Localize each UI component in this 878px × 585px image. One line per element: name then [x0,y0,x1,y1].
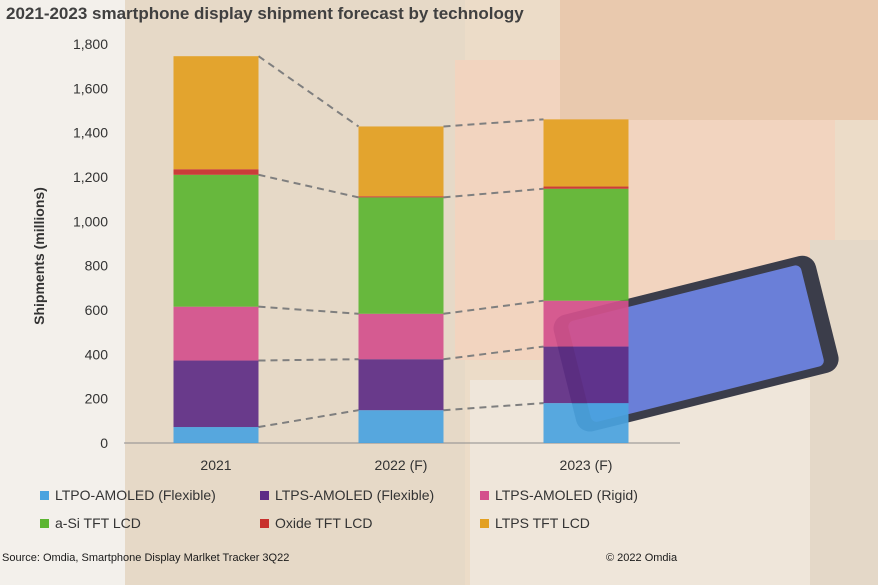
legend-label: a-Si TFT LCD [55,515,141,531]
legend-label: Oxide TFT LCD [275,515,373,531]
bar-segment [173,169,259,175]
connector-line [443,118,544,128]
legend-swatch [40,490,49,500]
connector-line [258,305,359,315]
x-tick-label: 2021 [200,457,231,473]
bar-segment [358,196,444,198]
y-tick-label: 1,000 [73,213,108,229]
bar-segment [173,427,259,443]
bar-segment [358,313,444,360]
bar-segment [543,300,629,347]
legend-item: LTPS-AMOLED (Flexible) [260,487,480,503]
legend-swatch [260,490,269,500]
connector-line [443,187,544,199]
y-tick-label: 1,200 [73,169,108,185]
x-tick-label: 2023 (F) [560,457,613,473]
y-tick-label: 600 [85,302,109,318]
legend-item: LTPO-AMOLED (Flexible) [40,487,260,503]
connector-line [443,402,544,412]
connector-line [443,299,544,315]
bar-segment [358,410,444,443]
connector-line [257,55,360,128]
x-tick-label: 2022 (F) [375,457,428,473]
bar-segment [543,403,629,443]
legend-label: LTPS TFT LCD [495,515,590,531]
source-note: Source: Omdia, Smartphone Display Marlke… [2,552,290,564]
bar-segment [173,174,259,307]
y-tick-label: 1,600 [73,80,108,96]
legend-swatch [40,518,49,528]
legend-item: a-Si TFT LCD [40,515,260,531]
legend-item: Oxide TFT LCD [260,515,480,531]
legend-swatch [480,490,489,500]
bar-segment [173,306,259,361]
bar-segment [358,359,444,411]
bar-segment [358,197,444,314]
bar-segment [543,186,629,189]
legend-item: LTPS TFT LCD [480,515,680,531]
legend-item: LTPS-AMOLED (Rigid) [480,487,680,503]
y-tick-label: 1,800 [73,36,108,52]
y-tick-label: 400 [85,346,109,362]
y-tick-label: 800 [85,258,109,274]
legend: LTPO-AMOLED (Flexible) LTPS-AMOLED (Flexi… [40,487,680,531]
connector-line [258,358,359,362]
bar-segment [358,126,444,197]
y-tick-label: 1,400 [73,125,108,141]
copyright-note: © 2022 Omdia [606,552,678,564]
legend-swatch [260,518,269,528]
legend-label: LTPO-AMOLED (Flexible) [55,487,216,503]
legend-label: LTPS-AMOLED (Rigid) [495,487,638,503]
y-tick-label: 0 [100,435,108,451]
legend-label: LTPS-AMOLED (Flexible) [275,487,435,503]
connector-line [258,409,359,429]
bar-segment [173,360,259,428]
connector-line [258,173,359,199]
connector-line [443,345,544,361]
legend-swatch [480,518,489,528]
y-axis-label: Shipments (millions) [31,187,47,325]
bar-segment [543,119,629,187]
bar-segment [173,56,259,170]
chart-title: 2021-2023 smartphone display shipment fo… [6,4,524,23]
bar-segment [543,188,629,301]
y-tick-label: 200 [85,391,109,407]
bar-segment [543,346,629,404]
